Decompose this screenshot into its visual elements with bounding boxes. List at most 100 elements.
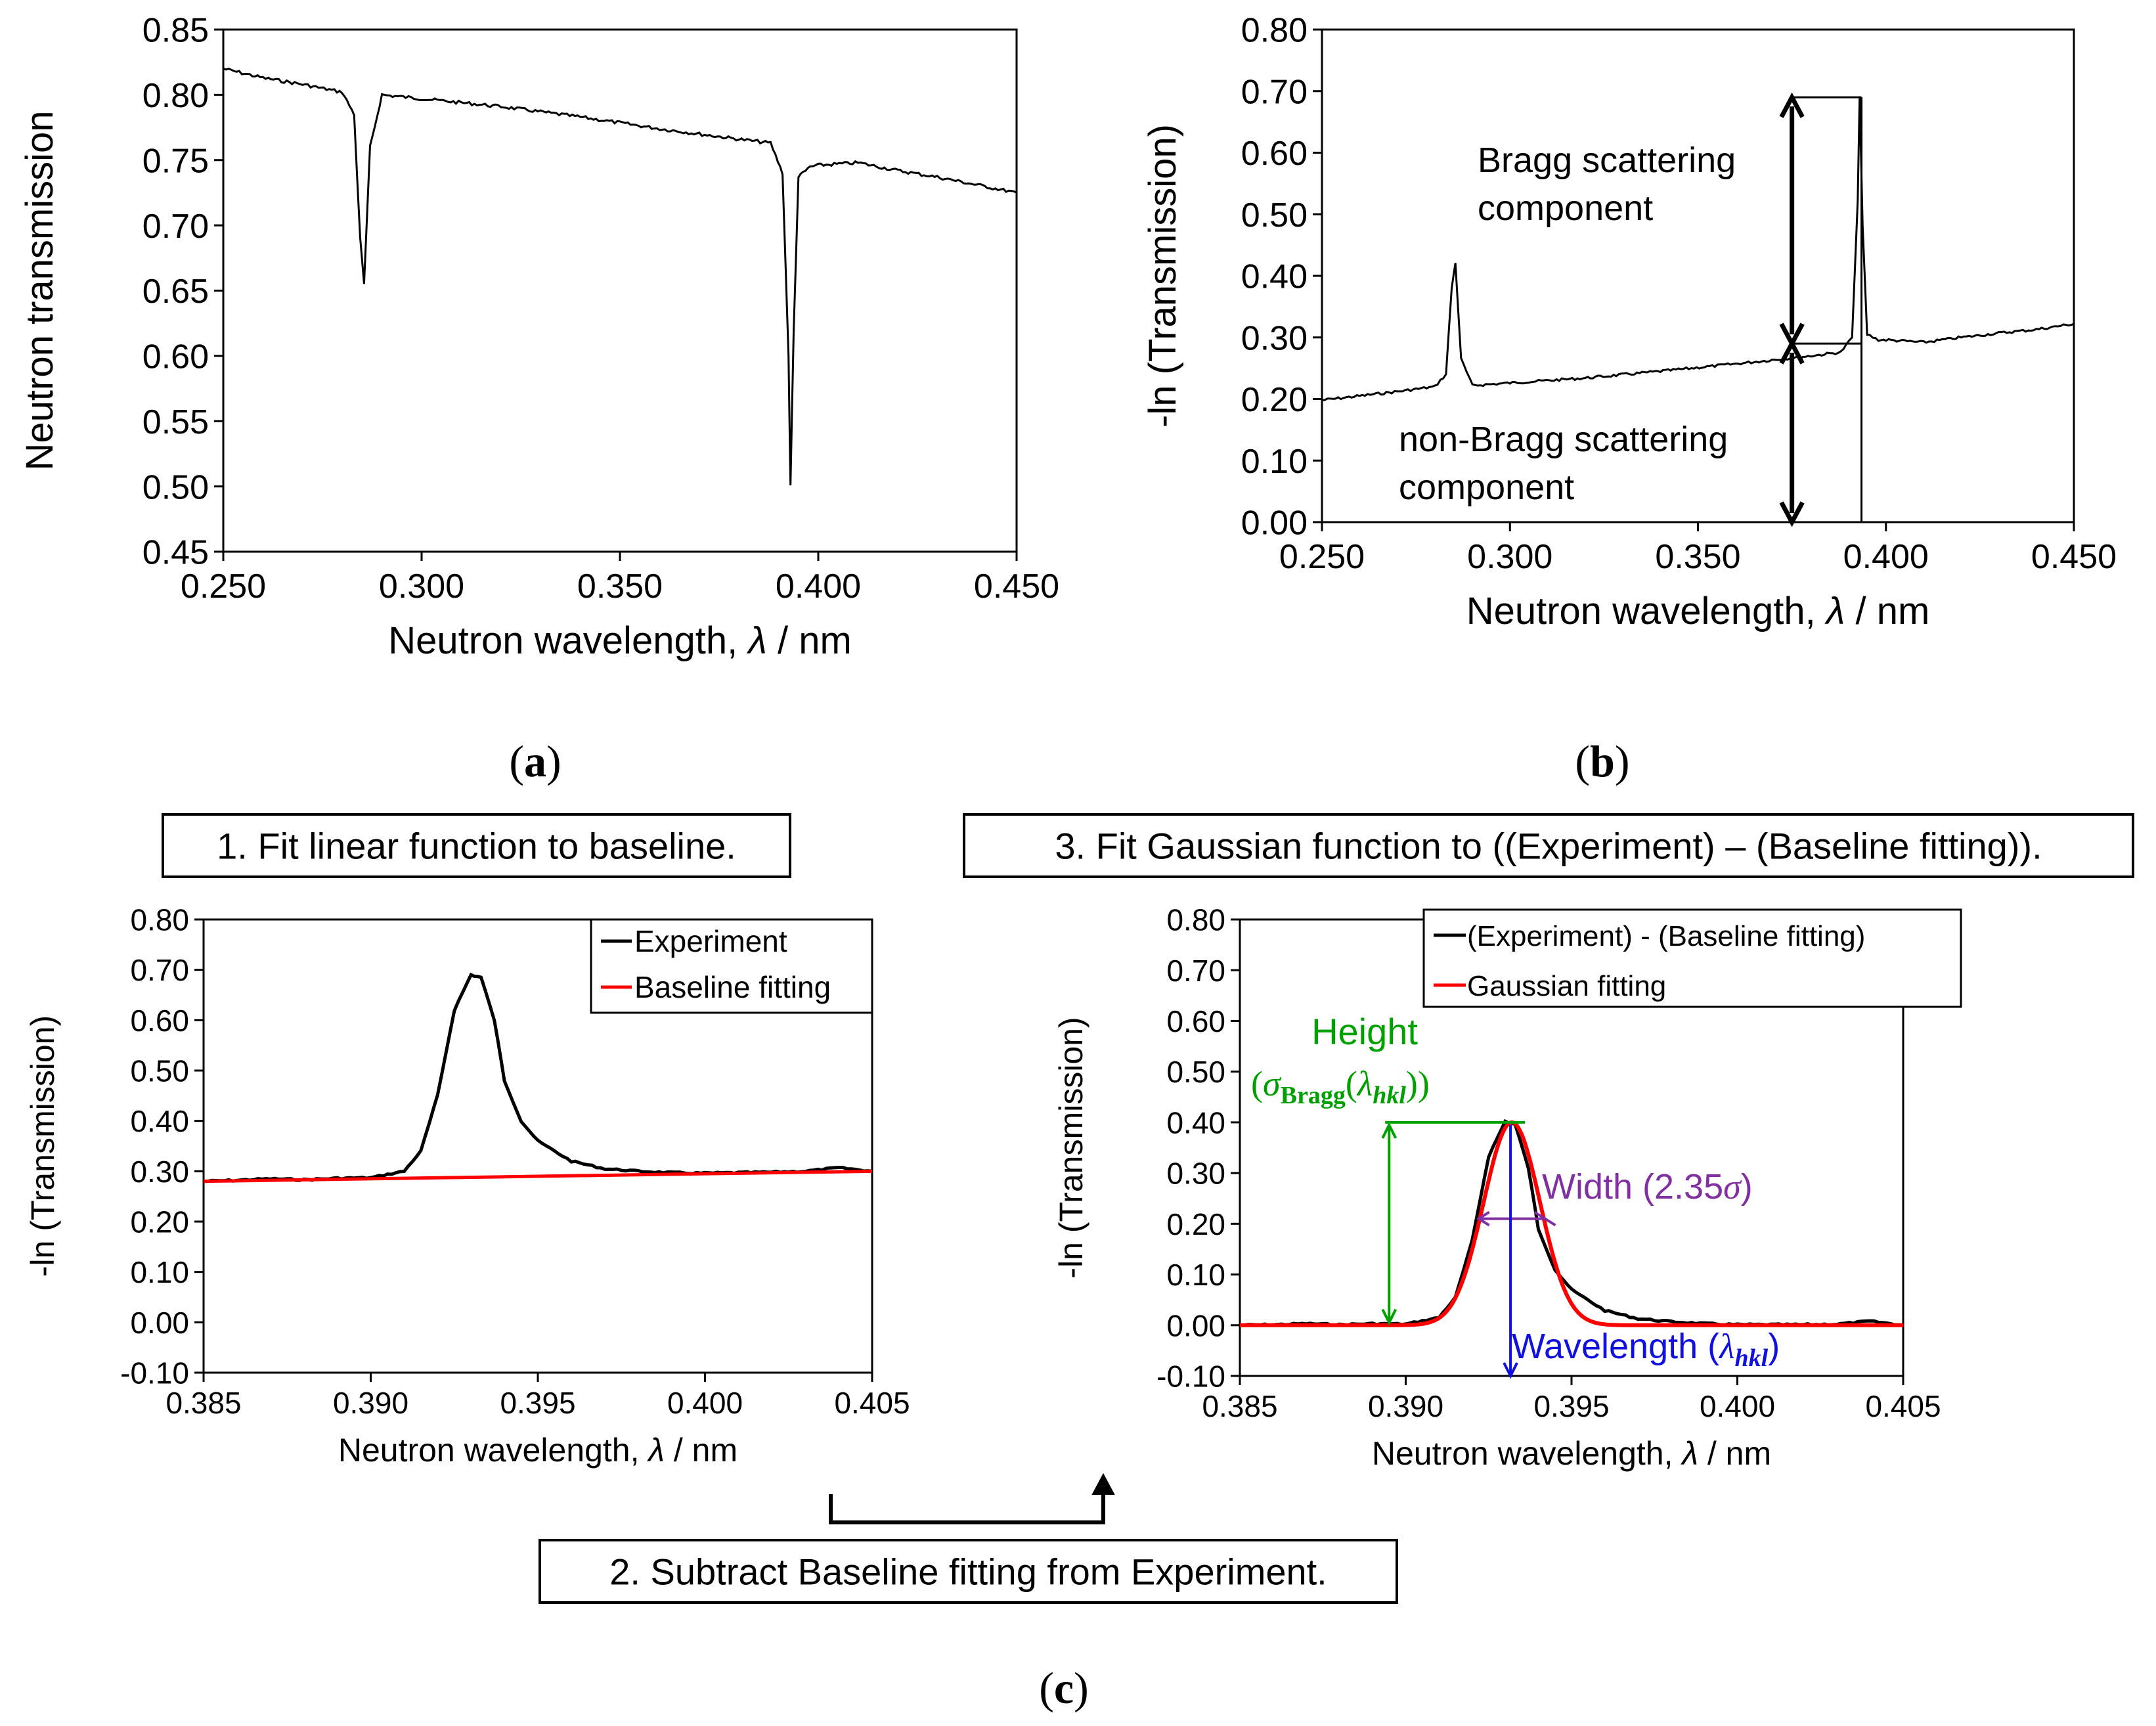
legend-label-baseline: Baseline fitting <box>634 970 831 1004</box>
y-axis-title: Neutron transmission <box>18 111 61 471</box>
step-3-text-box <box>963 813 2134 878</box>
bragg-arrow-head-top <box>1779 92 1805 118</box>
step-connector <box>829 1491 1105 1524</box>
baseline-fit-line <box>203 1169 873 1184</box>
y-tick-label: 0.50 <box>1166 1055 1225 1089</box>
x-tick-label: 0.385 <box>165 1386 241 1420</box>
legend-box <box>590 918 873 1014</box>
y-tick-label: 0.80 <box>1166 903 1225 937</box>
y-tick-label: 0.80 <box>130 903 189 937</box>
panel-c2: -0.10 0.00 0.10 0.20 0.30 0.40 0.50 0.60 0.70 0.8… <box>1053 903 1962 1472</box>
non-bragg-label: non-Bragg scattering <box>1399 420 1728 459</box>
y-axis-title: -ln (Transmission) <box>1141 124 1184 428</box>
x-tick-label: 0.300 <box>379 567 464 606</box>
y-tick-label: 0.60 <box>1241 135 1308 173</box>
y-tick-label: -0.10 <box>120 1356 189 1390</box>
y-tick-label: 0.20 <box>130 1205 189 1239</box>
y-tick-label: 0.30 <box>1241 319 1308 357</box>
y-tick-label: 0.10 <box>1241 443 1308 481</box>
width-label: Width (2.35σ) <box>1542 1167 1753 1206</box>
y-tick-label: 0.30 <box>1166 1157 1225 1191</box>
y-axis-title: -ln (Transmission) <box>1053 1017 1089 1278</box>
height-formula: (σBragg(λhkl)) <box>1251 1064 1430 1109</box>
height-arrow-head-bottom <box>1381 1308 1397 1326</box>
x-tick-label: 0.385 <box>1202 1389 1277 1423</box>
bragg-label: Bragg scattering <box>1478 141 1736 180</box>
y-tick-label: 0.85 <box>143 12 209 50</box>
y-tick-label: 0.55 <box>143 403 209 441</box>
y-tick-label: 0.60 <box>130 1004 189 1038</box>
y-tick-label: 0.00 <box>130 1306 189 1340</box>
step-3-text: 3. Fit Gaussian function to ((Experiment… <box>1055 826 2042 867</box>
panel-label: (b) <box>1575 736 1629 786</box>
y-tick-label: 0.80 <box>143 77 209 115</box>
y-tick-label: 0.10 <box>1166 1258 1225 1292</box>
y-tick-label: 0.80 <box>1241 12 1308 50</box>
step-connector-arrowhead <box>1091 1472 1115 1495</box>
width-arrow-head-left <box>1476 1210 1490 1227</box>
plot-frame <box>222 28 1018 553</box>
x-tick-label: 0.405 <box>834 1386 910 1420</box>
y-tick-label: 0.70 <box>130 953 189 987</box>
bragg-label-2: component <box>1478 188 1653 228</box>
x-tick-label: 0.400 <box>1843 538 1929 576</box>
y-tick-label: 0.40 <box>1166 1105 1225 1140</box>
y-tick-label: 0.20 <box>1166 1207 1225 1241</box>
step-2-text-box <box>539 1539 1398 1604</box>
step-1-text-box <box>162 813 791 878</box>
panel-b: 0.00 0.10 0.20 0.30 0.40 0.50 0.60 0.70 0.80 0.25… <box>1141 12 2117 632</box>
step-1-text: 1. Fit linear function to baseline. <box>217 826 736 867</box>
x-tick-label: 0.250 <box>1279 538 1365 576</box>
x-axis-title: Neutron wavelength, λ / nm <box>338 1432 737 1469</box>
wavelength-arrow-head <box>1503 1362 1518 1379</box>
legend-label-experiment: Experiment <box>634 924 787 958</box>
x-tick-label: 0.450 <box>2031 538 2117 576</box>
x-tick-label: 0.400 <box>1700 1389 1775 1423</box>
legend-label-gaussian: Gaussian fitting <box>1467 970 1666 1002</box>
y-tick-label: 0.70 <box>143 208 209 246</box>
y-tick-label: 0.10 <box>130 1255 189 1289</box>
y-tick-label: 0.60 <box>143 338 209 376</box>
y-tick-label: 0.65 <box>143 273 209 311</box>
panel-label: (a) <box>509 736 561 786</box>
x-tick-label: 0.350 <box>1655 538 1740 576</box>
step-2-text: 2. Subtract Baseline fitting from Experi… <box>609 1551 1327 1593</box>
y-tick-label: 0.70 <box>1166 954 1225 988</box>
y-tick-label: 0.45 <box>143 534 209 572</box>
non-bragg-label-2: component <box>1399 468 1574 507</box>
y-tick-label: 0.00 <box>1241 504 1308 542</box>
y-tick-label: 0.40 <box>1241 258 1308 296</box>
y-tick-label: 0.00 <box>1166 1308 1225 1342</box>
gaussian-fit-line <box>1240 1120 1903 1327</box>
width-arrow-head-right <box>1533 1210 1556 1227</box>
x-axis-title: Neutron wavelength, λ / nm <box>1466 590 1930 632</box>
y-tick-label: 0.75 <box>143 142 209 180</box>
annotations-and-steps: (a) (b) (c) 1. Fit linear function to basel… <box>162 736 2134 1713</box>
y-tick-label: 0.20 <box>1241 381 1308 419</box>
x-tick-label: 0.395 <box>1533 1389 1609 1423</box>
x-axis-title: Neutron wavelength, λ / nm <box>1372 1435 1771 1472</box>
y-tick-label: 0.60 <box>1166 1004 1225 1038</box>
non-bragg-arrow-head-top <box>1779 338 1805 365</box>
height-arrow-head-top <box>1381 1122 1397 1139</box>
height-label: Height <box>1311 1011 1418 1052</box>
difference-line <box>1240 1118 1904 1327</box>
x-tick-label: 0.405 <box>1865 1389 1941 1423</box>
non-bragg-arrow-head-bottom <box>1779 501 1805 527</box>
x-tick-label: 0.390 <box>1368 1389 1443 1423</box>
x-tick-label: 0.300 <box>1467 538 1552 576</box>
y-tick-label: 0.70 <box>1241 73 1308 111</box>
panel-c1: -0.10 0.00 0.10 0.20 0.30 0.40 0.50 0.60 0.70 0.8… <box>24 903 910 1469</box>
x-tick-label: 0.350 <box>577 567 663 606</box>
panel-a: 0.45 0.50 0.55 0.60 0.65 0.70 0.75 0.80 0.85 0.25… <box>18 12 1059 662</box>
transmission-line <box>223 68 1017 486</box>
x-tick-label: 0.390 <box>333 1386 408 1420</box>
y-axis-title: -ln (Transmission) <box>24 1015 61 1277</box>
x-tick-label: 0.400 <box>667 1386 743 1420</box>
legend-label-difference: (Experiment) - (Baseline fitting) <box>1467 920 1865 952</box>
legend-box <box>1422 908 1962 1008</box>
x-tick-label: 0.450 <box>974 567 1059 606</box>
y-tick-label: -0.10 <box>1156 1360 1225 1394</box>
x-tick-label: 0.400 <box>776 567 861 606</box>
x-axis-title: Neutron wavelength, λ / nm <box>388 619 852 662</box>
